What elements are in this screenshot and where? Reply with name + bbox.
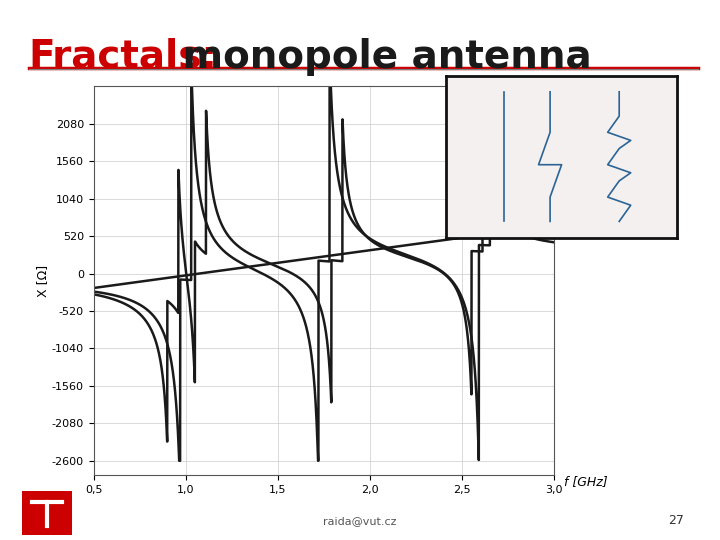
Text: f [GHz]: f [GHz] — [564, 475, 607, 488]
Y-axis label: X [Ω]: X [Ω] — [36, 265, 49, 297]
Text: Fractals:: Fractals: — [29, 38, 218, 76]
Text: monopole antenna: monopole antenna — [169, 38, 592, 76]
Text: raida@vut.cz: raida@vut.cz — [323, 516, 397, 526]
Text: 27: 27 — [668, 514, 684, 526]
